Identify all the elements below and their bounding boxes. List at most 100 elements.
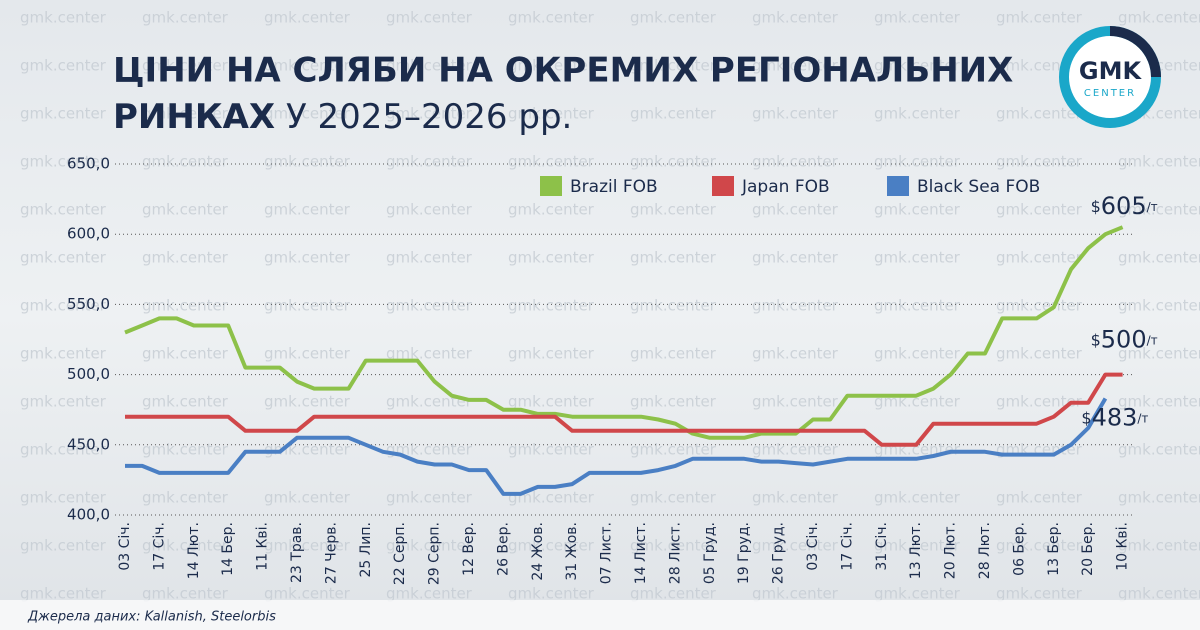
watermark: gmk.center — [1118, 249, 1200, 267]
watermark: gmk.center — [20, 153, 107, 171]
watermark: gmk.center — [20, 57, 107, 75]
x-tick-label: 28 Лют. — [977, 522, 993, 579]
legend-swatch — [712, 176, 734, 196]
watermark: gmk.center — [996, 489, 1083, 507]
watermark: gmk.center — [752, 393, 839, 411]
watermark: gmk.center — [752, 585, 839, 603]
watermark: gmk.center — [1118, 345, 1200, 363]
legend-label: Brazil FOB — [570, 177, 658, 197]
x-tick-label: 07 Лист. — [599, 522, 615, 584]
watermark: gmk.center — [752, 153, 839, 171]
x-tick-label: 14 Лист. — [633, 522, 649, 584]
watermark: gmk.center — [874, 489, 961, 507]
watermark: gmk.center — [264, 393, 351, 411]
watermark: gmk.center — [142, 441, 229, 459]
watermark: gmk.center — [996, 345, 1083, 363]
watermark: gmk.center — [752, 105, 839, 123]
watermark: gmk.center — [630, 441, 717, 459]
watermark: gmk.center — [630, 153, 717, 171]
watermark: gmk.center — [630, 585, 717, 603]
watermark: gmk.center — [996, 201, 1083, 219]
watermark: gmk.center — [996, 153, 1083, 171]
watermark: gmk.center — [996, 537, 1083, 555]
watermark: gmk.center — [630, 201, 717, 219]
watermark: gmk.center — [142, 249, 229, 267]
watermark: gmk.center — [386, 537, 473, 555]
watermark: gmk.center — [996, 297, 1083, 315]
watermark: gmk.center — [630, 249, 717, 267]
watermark: gmk.center — [264, 201, 351, 219]
watermark: gmk.center — [508, 441, 595, 459]
x-tick-label: 10 Кві. — [1115, 522, 1131, 571]
watermark: gmk.center — [386, 201, 473, 219]
watermark: gmk.center — [1118, 537, 1200, 555]
y-tick-label: 550,0 — [67, 295, 110, 313]
watermark: gmk.center — [1118, 201, 1200, 219]
y-tick-label: 500,0 — [67, 365, 110, 383]
annotation-value: 605 — [1101, 192, 1147, 220]
x-tick-label: 26 Вер. — [495, 522, 511, 576]
chart-title: ЦІНИ НА СЛЯБИ НА ОКРЕМИХ РЕГІОНАЛЬНИХ — [113, 51, 1013, 91]
watermark: gmk.center — [386, 585, 473, 603]
watermark: gmk.center — [1118, 9, 1200, 27]
x-tick-label: 26 Груд. — [771, 522, 787, 584]
watermark: gmk.center — [142, 585, 229, 603]
watermark: gmk.center — [752, 57, 839, 75]
watermark: gmk.center — [630, 489, 717, 507]
watermark: gmk.center — [142, 489, 229, 507]
annotation-unit: /т — [1147, 333, 1158, 347]
watermark: gmk.center — [20, 249, 107, 267]
watermark: gmk.center — [874, 57, 961, 75]
x-tick-label: 17 Січ. — [151, 522, 167, 571]
x-tick-label: 27 Черв. — [323, 522, 339, 584]
watermark: gmk.center — [508, 105, 595, 123]
watermark: gmk.center — [20, 393, 107, 411]
watermark: gmk.center — [264, 537, 351, 555]
y-tick-label: 600,0 — [67, 225, 110, 243]
watermark: gmk.center — [386, 105, 473, 123]
watermark: gmk.center — [20, 297, 107, 315]
watermark: gmk.center — [264, 297, 351, 315]
watermark: gmk.center — [874, 297, 961, 315]
watermark: gmk.center — [142, 9, 229, 27]
watermark: gmk.center — [264, 105, 351, 123]
annotation-unit: /т — [1147, 200, 1158, 214]
logo-main: GMK — [1079, 57, 1143, 85]
watermark: gmk.center — [20, 489, 107, 507]
x-tick-label: 14 Лют. — [186, 522, 202, 579]
watermark: gmk.center — [264, 489, 351, 507]
x-tick-label: 03 Січ. — [805, 522, 821, 571]
watermark: gmk.center — [386, 393, 473, 411]
watermark: gmk.center — [386, 153, 473, 171]
watermark: gmk.center — [508, 249, 595, 267]
x-tick-label: 17 Січ. — [839, 522, 855, 571]
watermark: gmk.center — [752, 249, 839, 267]
watermark: gmk.center — [1118, 489, 1200, 507]
watermark: gmk.center — [752, 489, 839, 507]
y-tick-label: 650,0 — [67, 155, 110, 173]
logo-sub: CENTER — [1084, 88, 1136, 99]
watermark: gmk.center — [508, 9, 595, 27]
watermark: gmk.center — [630, 345, 717, 363]
watermark: gmk.center — [508, 345, 595, 363]
x-tick-label: 14 Бер. — [220, 522, 236, 576]
logo-arc — [1109, 26, 1161, 78]
source: Джерела даних: Kallanish, Steelorbis — [27, 610, 276, 625]
annotation-currency: $ — [1091, 197, 1101, 216]
legend-swatch — [887, 176, 909, 196]
watermark: gmk.center — [264, 57, 351, 75]
watermark: gmk.center — [874, 345, 961, 363]
legend-swatch — [540, 176, 562, 196]
watermark: gmk.center — [264, 153, 351, 171]
watermark: gmk.center — [20, 441, 107, 459]
x-tick-label: 11 Кві. — [255, 522, 271, 571]
watermark: gmk.center — [20, 537, 107, 555]
watermark: gmk.center — [20, 105, 107, 123]
x-tick-label: 22 Серп. — [392, 522, 408, 585]
watermark: gmk.center — [508, 489, 595, 507]
watermark: gmk.center — [1118, 297, 1200, 315]
watermark: gmk.center — [1118, 393, 1200, 411]
x-tick-label: 03 Січ. — [117, 522, 133, 571]
watermark: gmk.center — [752, 201, 839, 219]
